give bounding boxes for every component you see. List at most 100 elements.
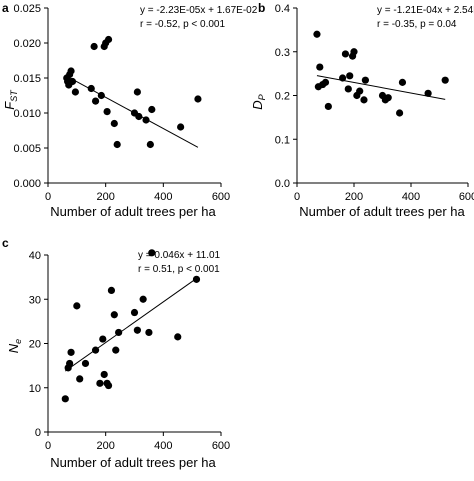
data-point: [424, 89, 432, 97]
y-tick-label: 0.0: [275, 178, 290, 190]
panel-letter: a: [2, 1, 9, 15]
data-point: [148, 105, 156, 114]
data-point: [133, 88, 141, 96]
regression-stats: r = 0.51, p < 0.001: [138, 264, 220, 275]
y-tick-label: 0.010: [13, 108, 41, 120]
x-tick-label: 400: [154, 191, 172, 203]
data-point: [145, 328, 153, 337]
data-point: [99, 335, 107, 343]
x-axis-label: Number of adult trees per ha: [50, 204, 216, 219]
regression-equation: y = -1.21E-04x + 2.54E-01: [377, 5, 474, 16]
data-point: [91, 97, 100, 105]
data-point: [87, 84, 95, 93]
data-point: [350, 48, 358, 56]
data-point: [107, 286, 116, 294]
data-point: [316, 63, 324, 71]
x-tick-label: 200: [96, 191, 114, 203]
data-point: [192, 275, 201, 283]
panel-a: 0.000 0.005 0.010 0.015 0.020 0.025 0 200 400 600…: [2, 1, 258, 219]
y-axis-label: DP: [250, 94, 267, 109]
y-tick-label: 0.025: [13, 3, 41, 15]
regression-equation: y = 0.046x + 11.01: [138, 250, 221, 261]
data-point: [148, 249, 156, 257]
data-point: [91, 346, 100, 354]
x-axis-label: Number of adult trees per ha: [50, 455, 216, 470]
data-point: [110, 119, 118, 128]
y-tick-label: 20: [29, 339, 41, 351]
y-tick-label: 0.1: [275, 134, 290, 146]
data-point: [177, 123, 185, 131]
data-point: [339, 74, 347, 82]
x-tick-label: 200: [96, 440, 114, 452]
data-point: [135, 112, 143, 121]
data-point: [104, 381, 113, 390]
data-point: [384, 94, 392, 102]
data-point: [341, 50, 350, 58]
x-tick-label: 0: [294, 191, 300, 203]
x-tick-label: 400: [154, 440, 172, 452]
data-point: [194, 95, 202, 103]
data-point: [324, 102, 332, 111]
data-point: [76, 375, 84, 383]
data-point: [110, 311, 118, 319]
data-point: [130, 308, 139, 317]
data-point: [96, 379, 104, 387]
data-point: [346, 72, 354, 80]
y-tick-label: 0.020: [13, 38, 41, 50]
data-point: [112, 346, 120, 354]
data-point: [313, 30, 321, 38]
data-point: [73, 302, 81, 310]
x-tick-label: 0: [45, 440, 51, 452]
y-tick-label: 10: [29, 383, 41, 395]
x-tick-label: 600: [459, 191, 474, 203]
data-point: [71, 88, 79, 96]
y-tick-label: 40: [29, 250, 41, 262]
trend-line: [65, 278, 197, 372]
y-tick-label: 0.2: [275, 91, 290, 103]
data-point: [100, 370, 108, 379]
regression-stats: r = -0.52, p < 0.001: [140, 19, 225, 30]
data-point: [81, 359, 90, 368]
panel-letter: b: [258, 1, 265, 15]
data-point: [321, 78, 330, 86]
y-tick-label: 0.4: [275, 3, 290, 15]
data-point: [356, 87, 364, 95]
trend-line: [316, 75, 446, 100]
data-point: [441, 76, 449, 84]
x-tick-label: 200: [345, 191, 363, 203]
data-point: [133, 326, 141, 334]
data-point: [344, 85, 352, 93]
y-tick-label: 0.3: [275, 47, 290, 59]
data-point: [115, 328, 123, 337]
data-point: [361, 76, 369, 84]
data-point: [360, 96, 368, 104]
data-point: [67, 348, 75, 356]
x-tick-label: 600: [212, 440, 230, 452]
y-tick-label: 0: [35, 427, 41, 439]
regression-stats: r = -0.35, p = 0.04: [377, 19, 457, 30]
data-point: [68, 77, 77, 86]
data-point: [139, 295, 147, 303]
x-tick-label: 400: [402, 191, 420, 203]
y-axis-label: Ne: [6, 339, 23, 353]
x-tick-label: 600: [212, 191, 230, 203]
data-point: [61, 395, 69, 403]
y-tick-label: 0.000: [13, 178, 41, 190]
data-point: [67, 67, 75, 75]
y-axis-label: FST: [2, 89, 19, 110]
data-point: [66, 359, 74, 368]
y-tick-label: 30: [29, 294, 41, 306]
data-point: [146, 140, 154, 149]
data-point: [104, 35, 113, 44]
x-tick-label: 0: [45, 191, 51, 203]
data-point: [90, 42, 98, 51]
regression-equation: y = -2.23E-05x + 1.67E-02: [140, 5, 258, 16]
y-tick-label: 0.005: [13, 143, 41, 155]
data-point: [142, 116, 150, 124]
data-point: [97, 91, 105, 100]
x-axis-label: Number of adult trees per ha: [299, 204, 465, 219]
panel-letter: c: [2, 236, 9, 250]
